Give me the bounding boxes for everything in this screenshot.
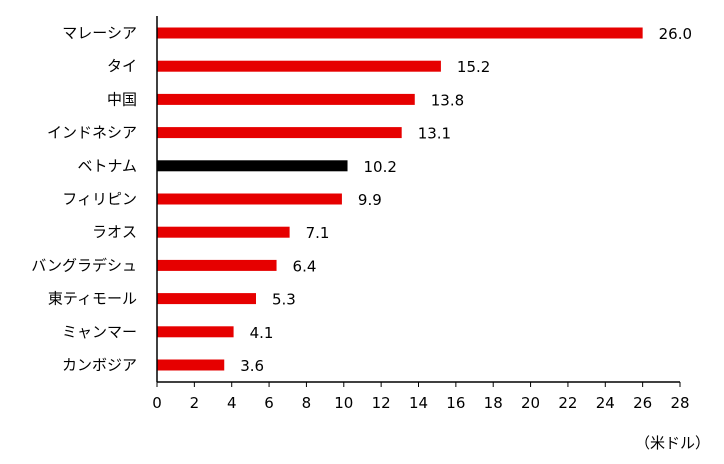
bar-9: [157, 326, 234, 338]
x-tick-label: 8: [302, 394, 312, 412]
value-label: 7.1: [306, 224, 330, 242]
category-label: バングラデシュ: [31, 256, 137, 274]
x-tick-label: 20: [521, 394, 540, 412]
bar-0: [157, 27, 643, 39]
x-tick-label: 16: [446, 394, 465, 412]
category-label: カンボジア: [62, 356, 137, 374]
x-tick-label: 12: [372, 394, 391, 412]
value-label: 13.1: [418, 125, 451, 143]
x-tick-label: 14: [409, 394, 428, 412]
bar-5: [157, 193, 342, 205]
x-tick-label: 28: [670, 394, 689, 412]
x-tick-label: 18: [484, 394, 503, 412]
x-axis-unit-label: （米ドル）: [634, 434, 710, 452]
x-tick-label: 4: [227, 394, 237, 412]
x-tick-label: 10: [334, 394, 353, 412]
category-label: 東ティモール: [48, 290, 137, 308]
category-label: ミャンマー: [62, 323, 137, 341]
category-label: フィリピン: [62, 190, 137, 208]
category-label: マレーシア: [62, 24, 137, 42]
bar-2: [157, 93, 415, 105]
value-label: 3.6: [240, 357, 264, 375]
bar-4: [157, 160, 348, 172]
value-label: 13.8: [431, 91, 464, 109]
category-label: インドネシア: [47, 124, 137, 142]
bar-3: [157, 127, 402, 139]
category-label: タイ: [107, 57, 137, 75]
bar-6: [157, 226, 290, 238]
category-label: ラオス: [92, 223, 137, 241]
value-label: 15.2: [457, 58, 490, 76]
bar-10: [157, 359, 225, 371]
x-tick-label: 0: [152, 394, 162, 412]
category-label: ベトナム: [77, 157, 137, 175]
value-label: 9.9: [358, 191, 382, 209]
value-label: 5.3: [272, 291, 296, 309]
bar-1: [157, 60, 441, 72]
x-tick-label: 22: [558, 394, 577, 412]
x-tick-label: 26: [633, 394, 652, 412]
value-label: 10.2: [364, 158, 397, 176]
x-tick-label: 24: [596, 394, 615, 412]
value-label: 26.0: [659, 25, 692, 43]
bar-7: [157, 259, 277, 271]
x-tick-label: 2: [190, 394, 200, 412]
category-label: 中国: [107, 90, 137, 108]
bar-8: [157, 293, 256, 305]
value-label: 6.4: [293, 257, 317, 275]
value-label: 4.1: [250, 324, 274, 342]
x-tick-label: 6: [264, 394, 274, 412]
